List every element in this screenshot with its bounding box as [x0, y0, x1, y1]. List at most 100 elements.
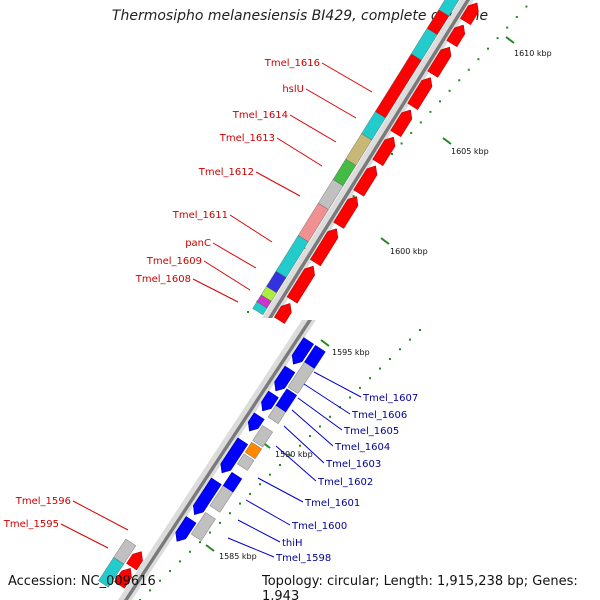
ruler-tick: [448, 89, 451, 92]
ruler-tick: [525, 5, 528, 8]
cds-box: [275, 388, 298, 413]
label-leader-line: [72, 500, 129, 531]
gene-label-tmel-1613[interactable]: Tmel_1613: [219, 133, 275, 144]
forward-gene-arrow: [274, 303, 292, 324]
backbone-lower: [118, 320, 316, 600]
cds-track-upper: [252, 0, 460, 316]
cds-box: [438, 0, 460, 17]
forward-gene-arrow: [390, 109, 413, 138]
ruler-tick: [389, 357, 391, 360]
scale-label: 1600 kbp: [390, 247, 428, 256]
ruler-tick: [477, 58, 480, 61]
gene-label-tmel-1606[interactable]: Tmel_1606: [351, 410, 407, 421]
forward-gene-arrow: [114, 567, 132, 589]
forward-gene-arrow: [427, 46, 452, 78]
scale-label: 1605 kbp: [451, 147, 489, 156]
cds-box: [244, 441, 262, 460]
ruler-tick: [247, 311, 249, 313]
label-leader-line: [255, 171, 301, 197]
gene-label-tmel-1596[interactable]: Tmel_1596: [15, 496, 71, 507]
reverse-gene-arrow: [261, 390, 279, 412]
gene-label-tmel-1607[interactable]: Tmel_1607: [362, 393, 418, 404]
label-leader-line: [283, 425, 325, 464]
cds-box: [304, 344, 326, 369]
ruler-tick: [400, 142, 403, 145]
ruler-tick: [259, 483, 261, 486]
gene-label-tmel-1601[interactable]: Tmel_1601: [304, 498, 360, 509]
gene-label-tmel-1614[interactable]: Tmel_1614: [232, 110, 288, 121]
gene-label-tmel-1612[interactable]: Tmel_1612: [198, 167, 254, 178]
forward-gene-labels: Tmel_1616 hslU Tmel_1614 Tmel_1613 Tmel_…: [3, 58, 320, 530]
gene-label-tmel-1616[interactable]: Tmel_1616: [264, 58, 320, 69]
ruler-tick: [289, 454, 291, 457]
scale-label: 1590 kbp: [275, 450, 313, 459]
cds-box: [237, 453, 255, 471]
ruler-tick: [467, 68, 470, 71]
gene-label-tmel-1604[interactable]: Tmel_1604: [334, 442, 390, 453]
ruler-tick: [515, 16, 518, 19]
gene-label-thih[interactable]: thiH: [282, 538, 303, 549]
ruler-tick: [487, 47, 489, 50]
label-leader-line: [192, 278, 239, 303]
label-leader-line: [227, 537, 275, 558]
gene-label-tmel-1609[interactable]: Tmel_1609: [146, 256, 202, 267]
gene-label-tmel-1598[interactable]: Tmel_1598: [275, 553, 331, 564]
ruler-tick: [399, 348, 401, 351]
gene-label-tmel-1602[interactable]: Tmel_1602: [317, 477, 373, 488]
accession-text: Accession: NC_009616: [8, 574, 156, 589]
gene-label-tmel-1611[interactable]: Tmel_1611: [172, 210, 228, 221]
forward-gene-arrow: [353, 165, 378, 197]
gene-label-tmel-1608[interactable]: Tmel_1608: [135, 274, 191, 285]
ruler-tick: [410, 131, 413, 134]
cds-box: [287, 361, 315, 394]
label-leader-line: [212, 242, 257, 269]
gene-label-tmel-1600[interactable]: Tmel_1600: [291, 521, 347, 532]
label-leader-line: [291, 409, 334, 447]
forward-gene-arrow: [446, 24, 466, 48]
reverse-gene-labels: Tmel_1607 Tmel_1606 Tmel_1605 Tmel_1604 …: [275, 393, 418, 564]
scale-label: 1610 kbp: [514, 49, 552, 58]
label-leader-line: [303, 383, 351, 415]
ruler-tick: [391, 153, 393, 155]
ruler-tick: [269, 473, 271, 476]
label-leader-line: [237, 519, 281, 543]
forward-gene-arrow: [372, 136, 396, 167]
label-leader-line: [289, 114, 337, 143]
label-leader-line: [305, 88, 357, 119]
ruler-major-tick: [205, 544, 215, 552]
ruler-tick: [429, 110, 432, 113]
forward-gene-arrow: [126, 551, 143, 571]
ruler-tick: [319, 425, 321, 428]
map-title: Thermosipho melanesiensis BI429, complet…: [111, 8, 489, 24]
gene-label-tmel-1595[interactable]: Tmel_1595: [3, 519, 59, 530]
forward-gene-arrow: [309, 228, 339, 267]
forward-gene-arrow: [460, 2, 479, 26]
reverse-gene-arrow: [193, 477, 222, 516]
ruler-tick: [179, 560, 181, 563]
reverse-gene-arrow: [274, 365, 296, 392]
gene-label-hslu[interactable]: hslU: [282, 84, 304, 95]
ruler-major-tick: [380, 237, 390, 245]
cds-box: [252, 425, 273, 448]
gene-label-tmel-1605[interactable]: Tmel_1605: [343, 426, 399, 437]
ruler-tick: [496, 37, 499, 40]
ruler-tick: [199, 541, 201, 544]
reverse-gene-arrow: [175, 516, 197, 542]
reverse-gene-arrow: [220, 437, 249, 474]
label-leader-line: [276, 137, 323, 167]
gene-label-tmel-1603[interactable]: Tmel_1603: [325, 459, 381, 470]
cds-box: [222, 472, 243, 493]
ruler-tick: [239, 502, 241, 505]
reverse-gene-arrow: [247, 412, 265, 432]
backbone-upper: [262, 0, 474, 318]
ruler-tick: [506, 26, 509, 29]
ruler-tick: [149, 589, 151, 592]
cds-box: [113, 538, 137, 565]
ruler-tick: [309, 435, 311, 438]
ruler-tick: [249, 492, 251, 495]
gene-label-panc[interactable]: panC: [185, 238, 211, 249]
forward-gene-arrow: [333, 196, 359, 229]
label-leader-line: [60, 523, 109, 549]
